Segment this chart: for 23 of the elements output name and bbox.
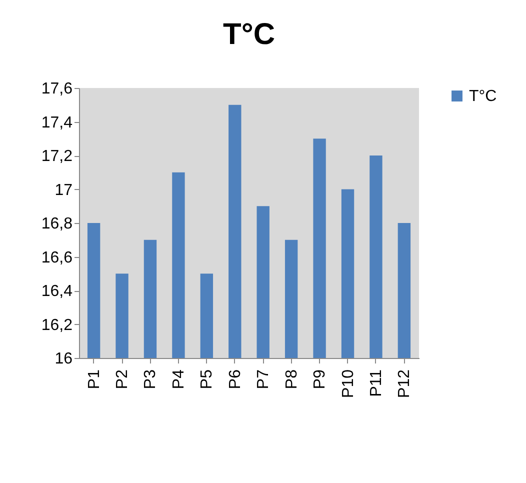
- y-tick-label: 16,2: [41, 316, 73, 334]
- x-tick-label: P11: [368, 369, 385, 397]
- x-tick-label: P10: [340, 369, 357, 398]
- y-tick-label: 17,6: [41, 80, 73, 98]
- y-tick-label: 16,8: [41, 216, 73, 232]
- x-tick-label: P2: [114, 369, 132, 390]
- chart-title: T°C: [223, 18, 275, 51]
- legend-label: T°C: [469, 88, 497, 105]
- y-tick-label: 17,2: [41, 148, 73, 165]
- y-tick-label: 16,6: [41, 249, 73, 266]
- x-tick-label: P1: [86, 369, 103, 390]
- x-tick-label: P6: [226, 369, 244, 390]
- x-tick-label: P5: [198, 369, 216, 390]
- y-tick-label: 16,4: [41, 283, 73, 300]
- x-tick-label: P9: [312, 369, 329, 390]
- y-tick-label: 17,4: [41, 114, 73, 132]
- y-tick-label: 16: [54, 350, 73, 368]
- x-tick-label: P7: [255, 369, 272, 390]
- x-tick-label: P12: [396, 369, 414, 398]
- y-tick-label: 17: [54, 182, 73, 199]
- x-tick-label: P3: [142, 369, 160, 390]
- x-tick-label: P8: [283, 369, 300, 390]
- x-tick-label: P4: [170, 369, 188, 390]
